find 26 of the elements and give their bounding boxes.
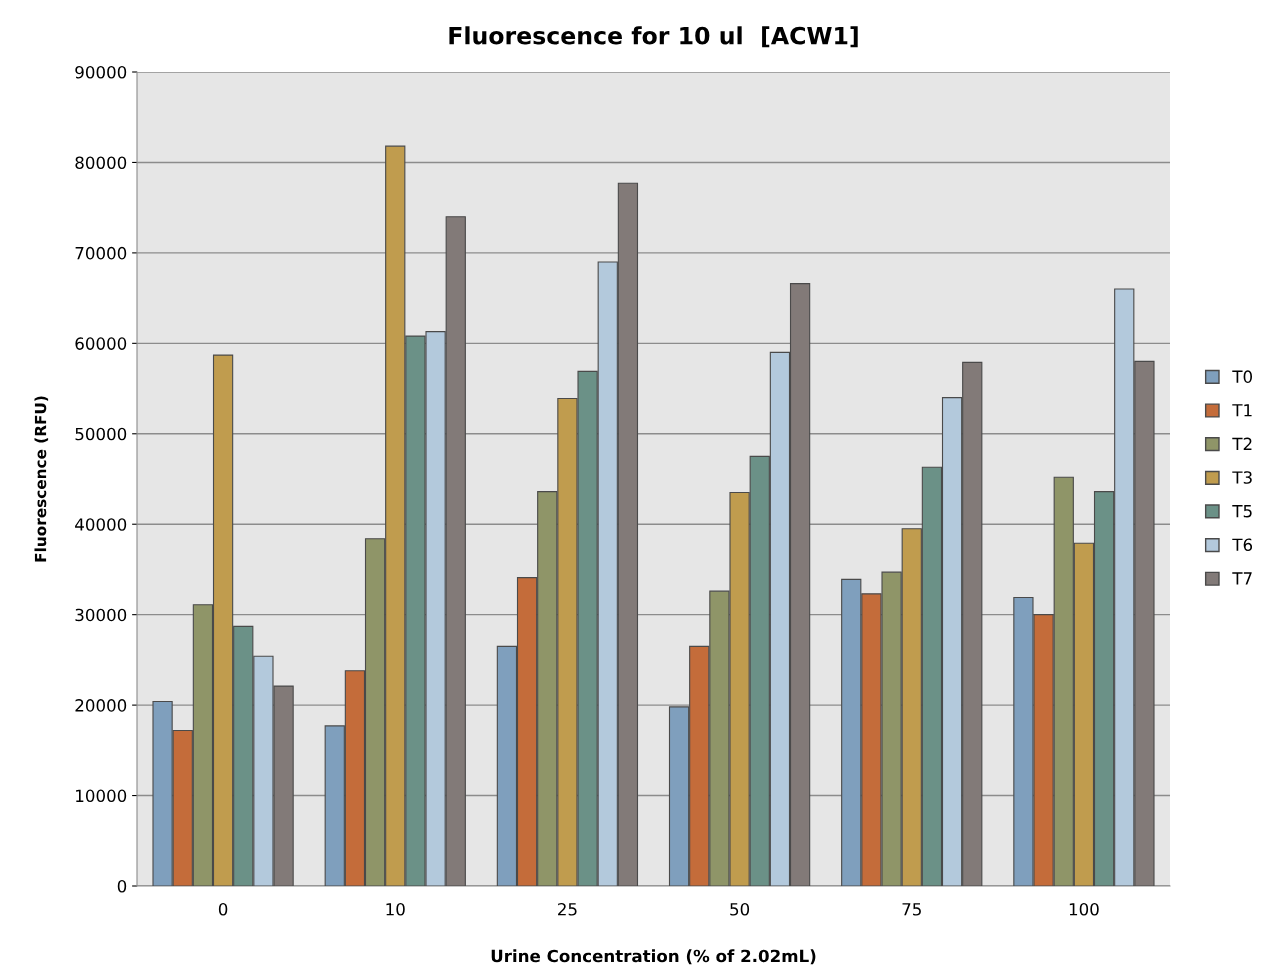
y-tick-label: 0 <box>117 879 127 893</box>
y-tick-label: 90000 <box>75 65 127 79</box>
x-axis-title: Urine Concentration (% of 2.02mL) <box>491 949 816 965</box>
x-tick-label: 10 <box>386 902 405 916</box>
x-tick-label: 75 <box>902 903 921 916</box>
y-axis-title: Fluorescence (RFU) <box>34 396 49 562</box>
y-tick-label: 40000 <box>75 518 127 531</box>
y-tick-label: 20000 <box>75 699 127 712</box>
legend-label: T2 <box>1232 437 1252 450</box>
legend-label: T0 <box>1232 370 1252 383</box>
y-tick-label: 30000 <box>75 608 127 622</box>
x-tick-label: 100 <box>1069 902 1099 916</box>
y-tick-label: 70000 <box>75 246 127 260</box>
x-tick-label: 0 <box>218 902 228 916</box>
y-tick-label: 50000 <box>75 427 127 441</box>
legend-label: T7 <box>1232 572 1252 585</box>
y-tick-label: 80000 <box>75 156 127 170</box>
legend-label: T1 <box>1232 404 1252 417</box>
x-tick-label: 50 <box>730 902 750 916</box>
chart-title: Fluorescence for 10 ul [ACW1] <box>449 26 858 48</box>
y-tick-label: 10000 <box>76 789 127 803</box>
x-tick-label: 25 <box>558 902 577 916</box>
legend-label: T5 <box>1232 505 1252 518</box>
legend-label: T6 <box>1232 538 1253 552</box>
y-tick-label: 60000 <box>75 337 127 350</box>
legend-label: T3 <box>1232 471 1252 484</box>
